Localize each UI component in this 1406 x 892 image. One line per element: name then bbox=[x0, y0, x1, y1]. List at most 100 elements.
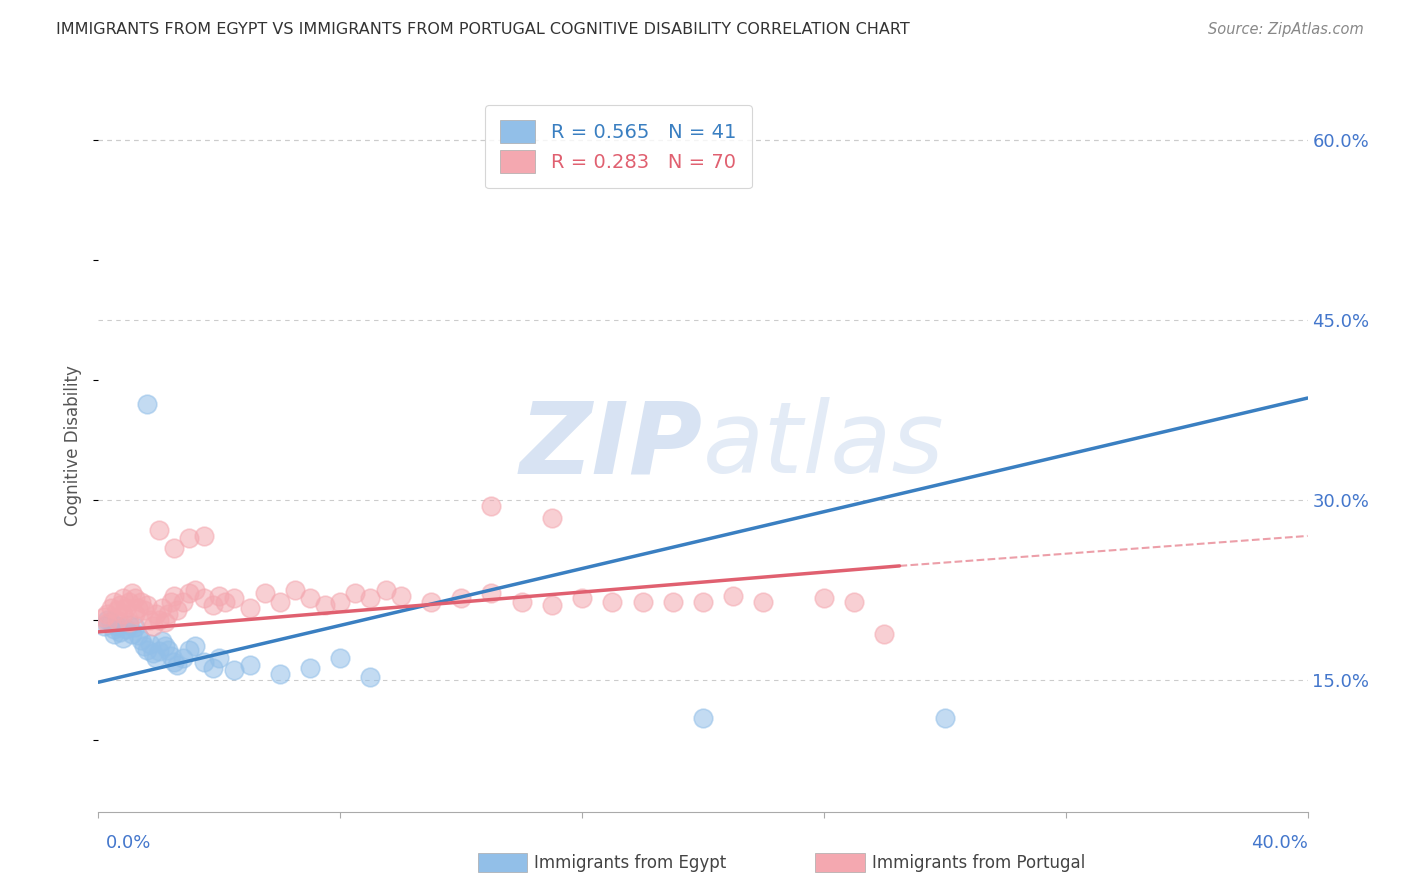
Point bbox=[193, 591, 215, 606]
Point bbox=[100, 600, 122, 615]
Text: Source: ZipAtlas.com: Source: ZipAtlas.com bbox=[1208, 22, 1364, 37]
Point bbox=[129, 633, 152, 648]
Point bbox=[160, 648, 183, 663]
Point bbox=[752, 595, 775, 609]
Point bbox=[179, 586, 201, 600]
Point bbox=[100, 615, 122, 630]
Point bbox=[96, 613, 118, 627]
Point bbox=[148, 523, 170, 537]
Point bbox=[105, 603, 128, 617]
Point bbox=[873, 627, 896, 641]
Point bbox=[214, 595, 236, 609]
Point bbox=[156, 643, 179, 657]
Point bbox=[163, 541, 186, 555]
Point bbox=[329, 595, 352, 609]
Point bbox=[172, 651, 194, 665]
Point bbox=[118, 615, 141, 630]
Point bbox=[108, 599, 131, 613]
Point bbox=[208, 589, 231, 603]
Point bbox=[111, 607, 134, 621]
Y-axis label: Cognitive Disability: Cognitive Disability bbox=[65, 366, 83, 526]
Point bbox=[139, 613, 162, 627]
Point bbox=[540, 599, 562, 613]
Point bbox=[299, 591, 322, 606]
Point bbox=[934, 711, 956, 725]
Point bbox=[253, 586, 276, 600]
Point bbox=[150, 600, 173, 615]
Point bbox=[121, 627, 143, 641]
Point bbox=[111, 591, 134, 606]
Point bbox=[344, 586, 367, 600]
Point bbox=[148, 613, 170, 627]
Point bbox=[118, 595, 141, 609]
Point bbox=[160, 595, 183, 609]
Point bbox=[329, 651, 352, 665]
Point bbox=[108, 624, 131, 639]
Point bbox=[299, 661, 322, 675]
Point bbox=[239, 600, 262, 615]
Text: ZIP: ZIP bbox=[520, 398, 703, 494]
Point bbox=[111, 631, 134, 645]
Point bbox=[114, 623, 136, 637]
Point bbox=[420, 595, 443, 609]
Point bbox=[121, 586, 143, 600]
Point bbox=[450, 591, 472, 606]
Point bbox=[662, 595, 685, 609]
Point bbox=[813, 591, 835, 606]
Point bbox=[163, 655, 186, 669]
Point bbox=[389, 589, 412, 603]
Point bbox=[202, 661, 225, 675]
Point bbox=[224, 663, 246, 677]
Point bbox=[127, 600, 149, 615]
Point bbox=[93, 610, 115, 624]
Text: Immigrants from Portugal: Immigrants from Portugal bbox=[872, 854, 1085, 871]
Point bbox=[208, 651, 231, 665]
Point bbox=[93, 619, 115, 633]
Point bbox=[723, 589, 745, 603]
Text: 0.0%: 0.0% bbox=[105, 834, 150, 852]
Point bbox=[179, 643, 201, 657]
Point bbox=[269, 666, 291, 681]
Point bbox=[150, 634, 173, 648]
Point bbox=[156, 607, 179, 621]
Point bbox=[139, 637, 162, 651]
Point bbox=[481, 499, 503, 513]
Point bbox=[114, 600, 136, 615]
Point bbox=[692, 595, 714, 609]
Point bbox=[105, 613, 128, 627]
Point bbox=[172, 595, 194, 609]
Point bbox=[360, 591, 382, 606]
Text: atlas: atlas bbox=[703, 398, 945, 494]
Point bbox=[239, 658, 262, 673]
Point bbox=[184, 639, 207, 653]
Point bbox=[166, 658, 188, 673]
Point bbox=[153, 639, 176, 653]
Point bbox=[692, 711, 714, 725]
Text: 40.0%: 40.0% bbox=[1251, 834, 1308, 852]
Point bbox=[129, 595, 152, 609]
Point bbox=[184, 582, 207, 597]
Point bbox=[96, 616, 118, 631]
Point bbox=[103, 627, 125, 641]
Point bbox=[135, 643, 157, 657]
Point bbox=[571, 591, 593, 606]
Point bbox=[135, 599, 157, 613]
Point bbox=[148, 644, 170, 658]
Point bbox=[360, 670, 382, 684]
Point bbox=[602, 595, 624, 609]
Point bbox=[163, 589, 186, 603]
Point bbox=[142, 647, 165, 661]
Point bbox=[481, 586, 503, 600]
Point bbox=[118, 617, 141, 632]
Point bbox=[510, 595, 533, 609]
Point bbox=[193, 655, 215, 669]
Point bbox=[631, 595, 654, 609]
Point bbox=[124, 620, 146, 634]
Point bbox=[124, 591, 146, 606]
Point bbox=[179, 532, 201, 546]
Point bbox=[135, 397, 157, 411]
Point bbox=[284, 582, 307, 597]
Point bbox=[314, 599, 336, 613]
Legend: R = 0.565   N = 41, R = 0.283   N = 70: R = 0.565 N = 41, R = 0.283 N = 70 bbox=[485, 104, 752, 188]
Point bbox=[105, 619, 128, 633]
